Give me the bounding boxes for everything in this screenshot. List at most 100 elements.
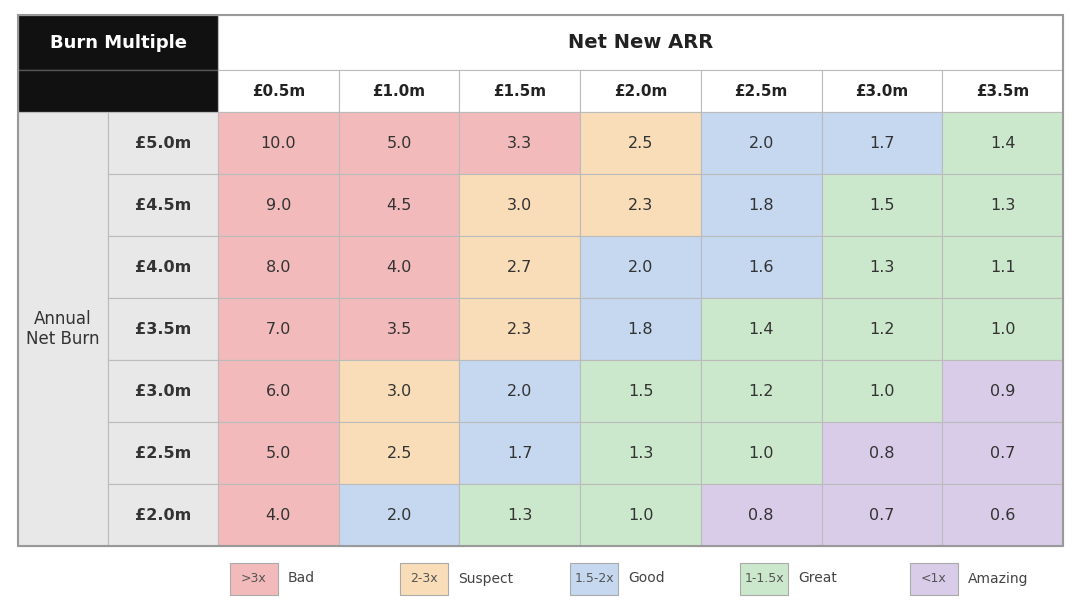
Text: 1-1.5x: 1-1.5x [744, 572, 784, 585]
Text: £4.5m: £4.5m [135, 197, 191, 213]
Text: 3.3: 3.3 [507, 136, 532, 150]
Bar [910, 563, 958, 595]
Bar [580, 70, 700, 112]
Text: £3.5m: £3.5m [135, 321, 191, 337]
Bar [700, 298, 822, 360]
Bar [218, 484, 338, 546]
Bar [822, 298, 943, 360]
Text: Net New ARR: Net New ARR [568, 33, 713, 52]
Text: 2.0: 2.0 [628, 260, 653, 274]
Bar [700, 112, 822, 174]
Bar [18, 112, 108, 546]
Bar [700, 236, 822, 298]
Text: 2.0: 2.0 [748, 136, 774, 150]
Bar [580, 174, 700, 236]
Text: <1x: <1x [921, 572, 947, 585]
Bar [459, 70, 580, 112]
Text: 4.0: 4.0 [386, 260, 412, 274]
Text: 1.7: 1.7 [869, 136, 895, 150]
Bar [459, 174, 580, 236]
Text: 1.5: 1.5 [628, 384, 653, 398]
Text: 2.0: 2.0 [507, 384, 533, 398]
Text: 1.0: 1.0 [748, 445, 774, 461]
Bar [338, 236, 459, 298]
Bar [580, 422, 700, 484]
Bar [338, 112, 459, 174]
Bar [740, 563, 788, 595]
Bar [338, 298, 459, 360]
Text: 3.0: 3.0 [386, 384, 412, 398]
Bar [700, 422, 822, 484]
Bar [943, 112, 1063, 174]
Text: 1.0: 1.0 [990, 321, 1015, 337]
Bar [943, 298, 1063, 360]
Text: Amazing: Amazing [967, 571, 1028, 585]
Bar [822, 174, 943, 236]
Text: 6.0: 6.0 [266, 384, 291, 398]
Bar [18, 70, 218, 112]
Text: >3x: >3x [241, 572, 267, 585]
Bar [338, 360, 459, 422]
Bar [822, 70, 943, 112]
Bar [459, 236, 580, 298]
Text: 1.4: 1.4 [748, 321, 774, 337]
Text: 4.5: 4.5 [386, 197, 412, 213]
Text: 4.0: 4.0 [266, 508, 291, 522]
Bar [822, 236, 943, 298]
Text: 9.0: 9.0 [266, 197, 291, 213]
Text: £4.0m: £4.0m [135, 260, 191, 274]
Bar [700, 174, 822, 236]
Bar [580, 236, 700, 298]
Bar [580, 112, 700, 174]
Bar [822, 484, 943, 546]
Text: 1.3: 1.3 [507, 508, 533, 522]
Text: 2.3: 2.3 [507, 321, 533, 337]
Bar [459, 484, 580, 546]
Bar [108, 422, 218, 484]
Text: 0.7: 0.7 [990, 445, 1015, 461]
Text: Burn Multiple: Burn Multiple [50, 34, 187, 51]
Text: £2.5m: £2.5m [734, 84, 788, 98]
Bar [580, 298, 700, 360]
Text: 1.3: 1.3 [869, 260, 895, 274]
Text: 0.6: 0.6 [990, 508, 1015, 522]
Bar [943, 484, 1063, 546]
Bar [18, 15, 218, 70]
Text: 2.7: 2.7 [507, 260, 533, 274]
Text: 0.9: 0.9 [990, 384, 1015, 398]
Text: 8.0: 8.0 [266, 260, 291, 274]
Text: 1.7: 1.7 [507, 445, 533, 461]
Bar [700, 360, 822, 422]
Text: £3.5m: £3.5m [976, 84, 1029, 98]
Text: Annual
Net Burn: Annual Net Burn [26, 310, 99, 348]
Text: 1.2: 1.2 [869, 321, 895, 337]
Bar [580, 360, 700, 422]
Text: £0.5m: £0.5m [252, 84, 305, 98]
Bar [822, 422, 943, 484]
Bar [459, 360, 580, 422]
Text: 2-3x: 2-3x [410, 572, 438, 585]
Bar [218, 360, 338, 422]
Bar [218, 70, 338, 112]
Bar [108, 484, 218, 546]
Bar [943, 236, 1063, 298]
Text: 10.0: 10.0 [261, 136, 296, 150]
Text: 0.8: 0.8 [748, 508, 774, 522]
Text: 1.1: 1.1 [990, 260, 1015, 274]
Text: 2.5: 2.5 [386, 445, 412, 461]
Bar [108, 298, 218, 360]
Bar [108, 236, 218, 298]
Bar [230, 563, 278, 595]
Text: £3.0m: £3.0m [135, 384, 191, 398]
Bar [338, 70, 459, 112]
Text: 0.7: 0.7 [869, 508, 895, 522]
Text: 0.8: 0.8 [869, 445, 895, 461]
Bar [108, 360, 218, 422]
Text: 1.0: 1.0 [628, 508, 653, 522]
Bar [459, 112, 580, 174]
Text: £3.0m: £3.0m [855, 84, 908, 98]
Text: Good: Good [628, 571, 665, 585]
Text: 7.0: 7.0 [266, 321, 291, 337]
Bar [570, 563, 618, 595]
Bar [459, 422, 580, 484]
